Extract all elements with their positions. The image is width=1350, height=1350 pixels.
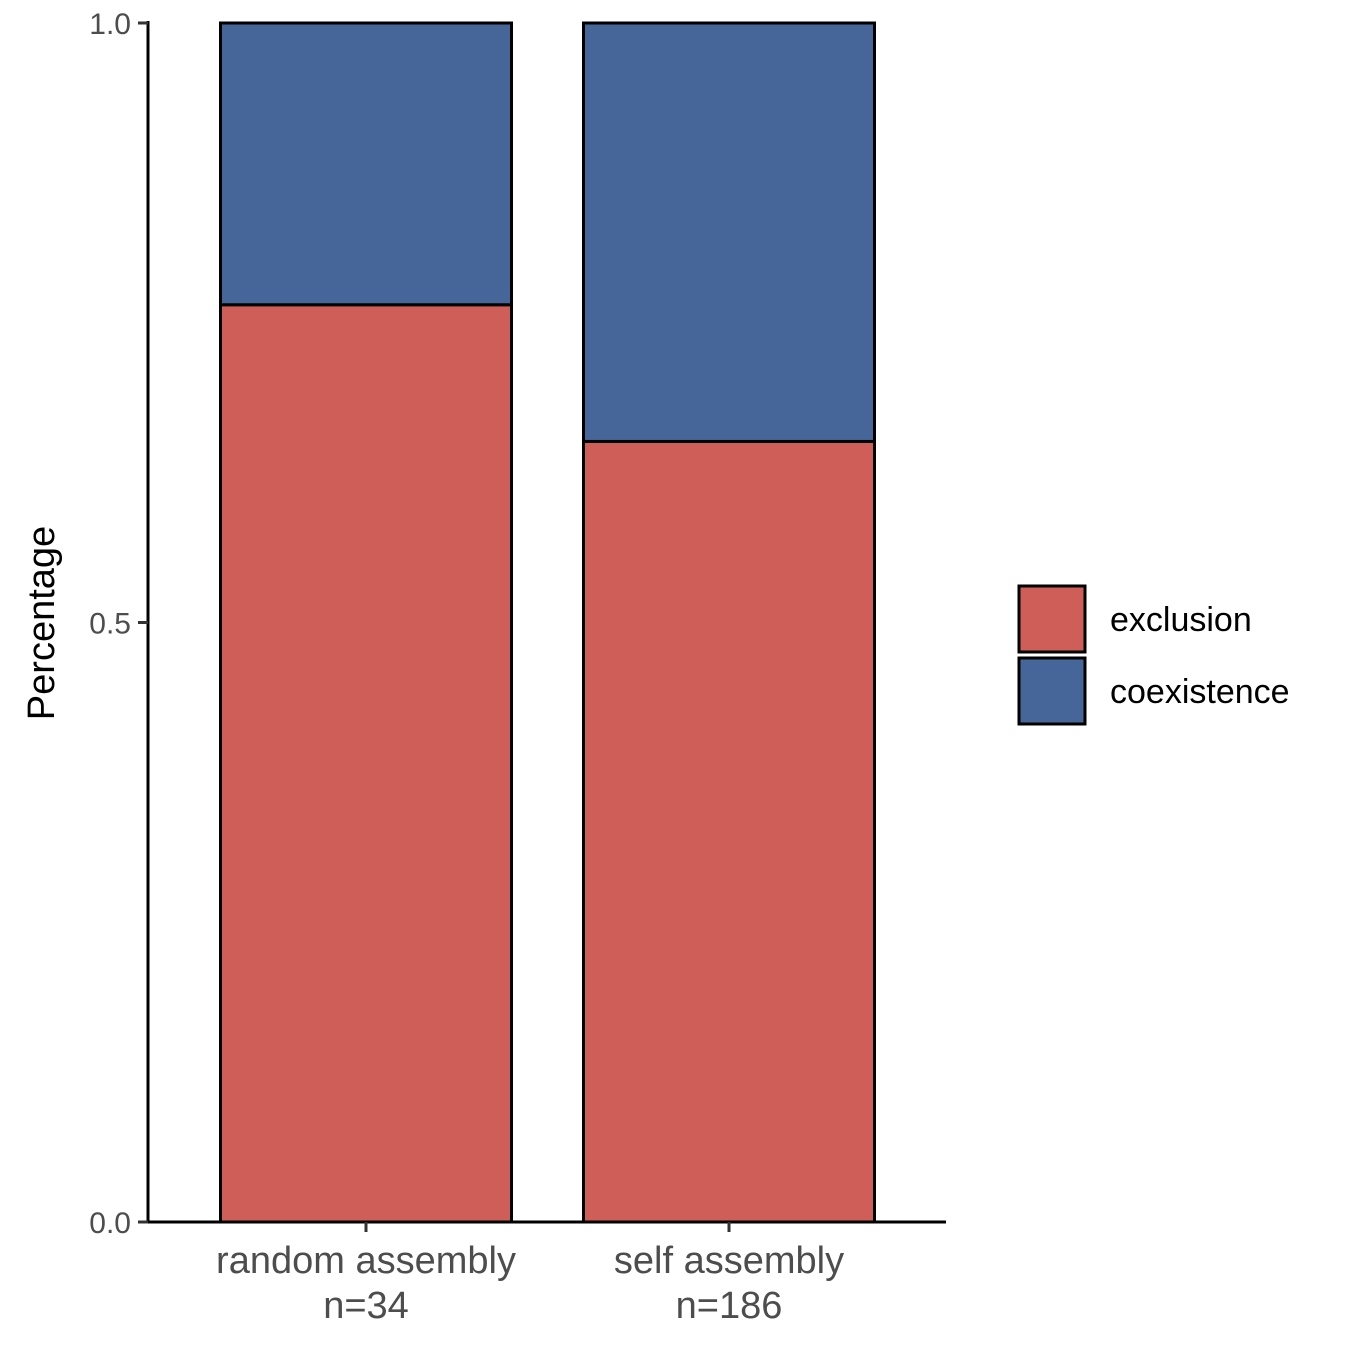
legend: exclusion coexistence	[1017, 584, 1290, 726]
bar-segment-coexistence-1	[219, 21, 513, 307]
bar-segment-exclusion-1	[219, 303, 513, 1224]
y-axis-title: Percentage	[21, 526, 63, 720]
x-category-label-1: random assembly	[216, 1240, 516, 1282]
legend-label-exclusion: exclusion	[1110, 601, 1252, 639]
legend-key-exclusion	[1017, 584, 1087, 654]
bar-segment-exclusion-2	[582, 439, 876, 1224]
x-category-count-1: n=34	[323, 1285, 409, 1327]
x-category-label-2: self assembly	[614, 1240, 844, 1282]
bar-segment-coexistence-2	[582, 21, 876, 443]
y-tick-label-2: 0.5	[89, 608, 131, 641]
y-tick-label-1: 0.0	[89, 1207, 131, 1240]
y-tick-label-3: 1.0	[89, 8, 131, 41]
x-category-count-2: n=186	[676, 1285, 783, 1327]
legend-key-coexistence	[1017, 656, 1087, 726]
bars-layer	[219, 21, 876, 1224]
legend-label-coexistence: coexistence	[1110, 673, 1290, 711]
